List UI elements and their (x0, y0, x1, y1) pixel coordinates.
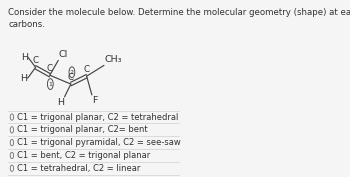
Text: H: H (21, 53, 28, 62)
Text: C1 = bent, C2 = trigonal planar: C1 = bent, C2 = trigonal planar (17, 151, 150, 160)
Text: 2: 2 (70, 70, 74, 75)
Text: H: H (20, 74, 27, 83)
Text: C1 = trigonal pyramidal, C2 = see-saw: C1 = trigonal pyramidal, C2 = see-saw (17, 138, 180, 147)
Text: C: C (33, 56, 38, 65)
Text: H: H (57, 98, 64, 107)
Text: C: C (68, 73, 74, 82)
Text: 1: 1 (48, 82, 52, 87)
Text: Consider the molecule below. Determine the molecular geometry (shape) at each of: Consider the molecule below. Determine t… (8, 8, 350, 29)
Text: C1 = tetrahedral, C2 = linear: C1 = tetrahedral, C2 = linear (17, 164, 140, 173)
Text: C1 = trigonal planar, C2= bent: C1 = trigonal planar, C2= bent (17, 125, 147, 134)
Text: C: C (84, 65, 90, 74)
Text: CH₃: CH₃ (105, 55, 122, 64)
Text: F: F (92, 96, 98, 105)
Text: Cl: Cl (58, 50, 68, 59)
Text: C: C (47, 64, 53, 73)
Text: C1 = trigonal planar, C2 = tetrahedral: C1 = trigonal planar, C2 = tetrahedral (17, 113, 178, 122)
